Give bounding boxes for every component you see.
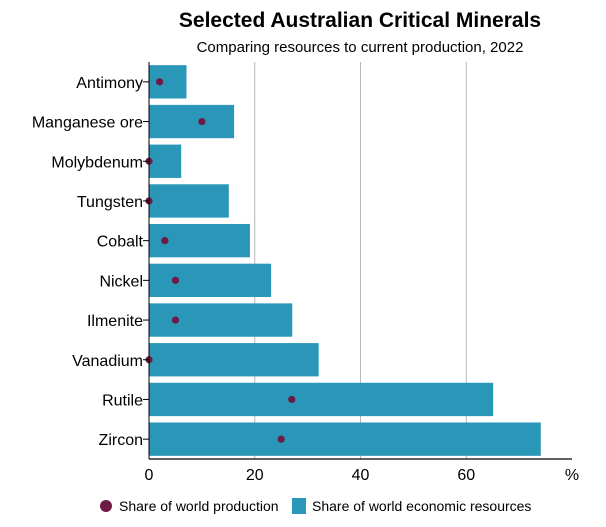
x-axis — [148, 62, 572, 460]
x-tick-label: 60 — [457, 467, 475, 484]
legend-label-production: Share of world production — [119, 498, 279, 514]
x-unit-label: % — [565, 467, 579, 484]
dot-rutile — [288, 395, 296, 404]
category-label: Zircon — [99, 432, 143, 449]
chart-subtitle: Comparing resources to current productio… — [197, 39, 524, 56]
category-label: Molybdenum — [51, 154, 143, 171]
category-label: Tungsten — [77, 194, 143, 211]
category-label: Manganese ore — [32, 115, 143, 132]
dot-zircon — [277, 435, 285, 443]
x-tick-label: 0 — [145, 467, 154, 484]
bars — [149, 65, 541, 456]
bar-ilmenite — [149, 303, 293, 337]
legend: Share of world production Share of world… — [100, 498, 531, 514]
legend-dot-swatch — [100, 500, 112, 512]
x-tick-label: 40 — [352, 467, 370, 484]
legend-label-resources: Share of world economic resources — [312, 498, 531, 514]
dot-antimony — [155, 78, 164, 86]
category-label: Vanadium — [72, 353, 143, 370]
dot-cobalt — [161, 237, 169, 245]
dot-ilmenite — [171, 316, 180, 324]
dot-manganese-ore — [198, 117, 206, 126]
x-tick-label: 20 — [246, 467, 264, 484]
chart-title: Selected Australian Critical Minerals — [179, 9, 541, 32]
category-label: Ilmenite — [87, 313, 143, 330]
category-label: Rutile — [102, 392, 143, 409]
category-labels: Antimony Manganese ore Molybdenum Tungsten C… — [32, 75, 149, 449]
tick-labels: 0 20 40 60 — [145, 467, 476, 484]
category-label: Cobalt — [97, 234, 144, 251]
bar-manganese-ore — [149, 104, 235, 139]
bar-rutile — [149, 382, 494, 417]
bar-zircon — [149, 422, 541, 456]
bar-tungsten — [149, 184, 229, 218]
bar-nickel — [149, 263, 272, 298]
bar-molybdenum — [149, 144, 182, 178]
bar-vanadium — [149, 343, 319, 377]
category-label: Nickel — [99, 273, 143, 290]
legend-bar-swatch — [292, 498, 306, 514]
dot-nickel — [171, 276, 180, 284]
category-label: Antimony — [76, 75, 143, 92]
bar-antimony — [149, 65, 187, 99]
